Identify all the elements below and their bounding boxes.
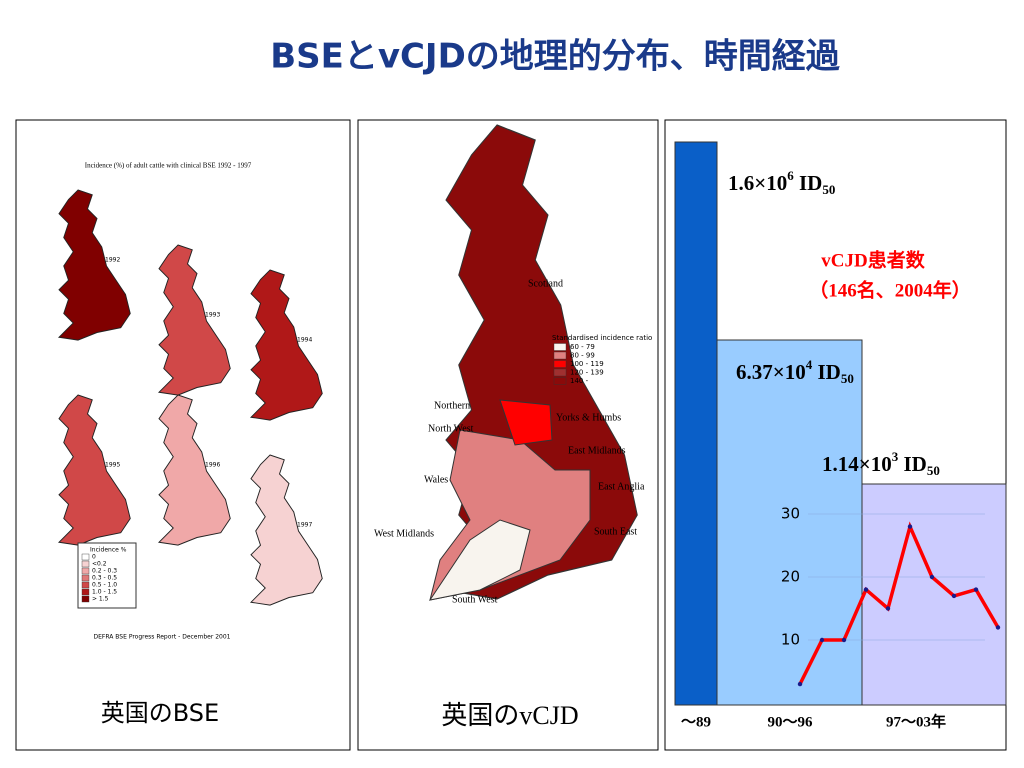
annotation-part: 6.37×10 — [736, 360, 806, 384]
bse-legend-label: 0.5 - 1.0 — [92, 582, 117, 589]
slide-title: BSEとvCJDの地理的分布、時間経過 — [270, 37, 841, 77]
bse-legend-swatch — [81, 567, 90, 575]
vcjd-region-label: Scotland — [528, 278, 563, 289]
annotation-part: ID — [898, 452, 927, 476]
vcjd-region-label: Northern — [434, 400, 470, 411]
data-line — [798, 521, 1000, 685]
data-point — [819, 637, 825, 643]
data-point — [929, 574, 935, 580]
annotation-part: 6 — [787, 168, 794, 183]
vcjd-legend-label: 60 - 79 — [570, 343, 595, 351]
annotation-part: 4 — [806, 357, 813, 372]
period-label: 97～03年 — [886, 712, 946, 730]
bse-legend-swatch — [81, 588, 90, 596]
bse-year: 1994 — [297, 337, 312, 344]
period-annotation: 1.14×103 ID50 — [822, 449, 940, 478]
vcjd-legend-title: Standardised incidence ratio — [552, 334, 652, 342]
data-point — [907, 524, 913, 529]
series-title: vCJD患者数 — [821, 248, 925, 271]
vcjd-legend-swatch — [553, 360, 567, 368]
period-bar — [861, 483, 1007, 706]
series-note: （146名、2004年） — [809, 278, 971, 301]
bse-legend-label: 0.2 - 0.3 — [92, 568, 117, 575]
vcjd-map — [428, 123, 639, 601]
vcjd-legend-label: 120 - 139 — [570, 369, 604, 377]
annotation-part: 50 — [822, 182, 835, 197]
vcjd-region-label: Wales — [424, 474, 448, 485]
bse-year: 1993 — [205, 312, 220, 319]
vcjd-region-label: South West — [452, 594, 498, 605]
vcjd-legend-swatch — [553, 377, 567, 385]
y-tick-label: 30 — [781, 505, 800, 523]
annotation-part: 50 — [841, 371, 854, 386]
bse-legend-swatch — [81, 581, 90, 589]
bse-legend-label: 1.0 - 1.5 — [92, 589, 117, 596]
bse-legend-swatch — [81, 595, 90, 603]
period-annotation: 6.37×104 ID50 — [736, 357, 854, 386]
period-bar — [674, 141, 718, 706]
vcjd-legend-swatch — [553, 343, 567, 351]
annotation-part: ID — [812, 360, 841, 384]
data-point — [995, 625, 1001, 630]
y-tick-label: 10 — [781, 631, 800, 649]
annotation-part: 3 — [892, 449, 899, 464]
vcjd-region-label: North West — [428, 423, 474, 434]
vcjd-legend-label: 140 - — [570, 377, 589, 385]
annotation-part: 1.14×10 — [822, 452, 892, 476]
vcjd-region-label: East Midlands — [568, 445, 626, 456]
period-bar — [716, 339, 863, 706]
bse-year: 1995 — [105, 462, 120, 469]
bse-year: 1997 — [297, 522, 312, 529]
vcjd-legend-label: 100 - 119 — [570, 360, 604, 368]
bse-caption: 英国のBSE — [101, 699, 219, 727]
vcjd-region-label: East Anglia — [598, 481, 645, 492]
data-point — [973, 587, 979, 592]
period-annotation: 1.6×106 ID50 — [728, 168, 835, 197]
y-tick-label: 20 — [781, 568, 800, 586]
bse-legend-label: <0.2 — [92, 561, 107, 568]
data-point — [885, 606, 891, 611]
vcjd-legend-swatch — [553, 351, 567, 360]
bse-legend-swatch — [81, 553, 90, 561]
bse-legend-label: > 1.5 — [92, 596, 109, 603]
bse-legend-swatch — [81, 574, 90, 582]
data-point — [841, 637, 847, 643]
period-label: 90～96 — [767, 714, 813, 730]
period-label: ～89 — [681, 714, 711, 730]
bse-source: DEFRA BSE Progress Report - December 200… — [94, 634, 231, 641]
vcjd-legend-swatch — [553, 368, 567, 377]
data-point — [951, 593, 957, 599]
vcjd-region-label: South East — [594, 526, 637, 537]
bse-heading: Incidence (%) of adult cattle with clini… — [85, 162, 252, 170]
vcjd-region-label: Yorks & Humbs — [556, 412, 621, 423]
annotation-part: 50 — [927, 463, 940, 478]
annotation-part: ID — [794, 171, 823, 195]
vcjd-caption: 英国のvCJD — [441, 701, 578, 730]
data-point — [797, 681, 803, 687]
bse-legend-swatch — [81, 560, 90, 568]
annotation-part: 1.6×10 — [728, 171, 787, 195]
bse-year: 1996 — [205, 462, 220, 469]
vcjd-region-label: West Midlands — [374, 528, 434, 539]
data-point — [863, 587, 869, 592]
vcjd-legend-label: 80 - 99 — [570, 352, 595, 360]
bse-legend-label: 0 — [92, 554, 96, 561]
bse-year: 1992 — [105, 257, 120, 264]
bse-legend-title: Incidence % — [90, 547, 127, 554]
bse-legend-label: 0.3 - 0.5 — [92, 575, 117, 582]
